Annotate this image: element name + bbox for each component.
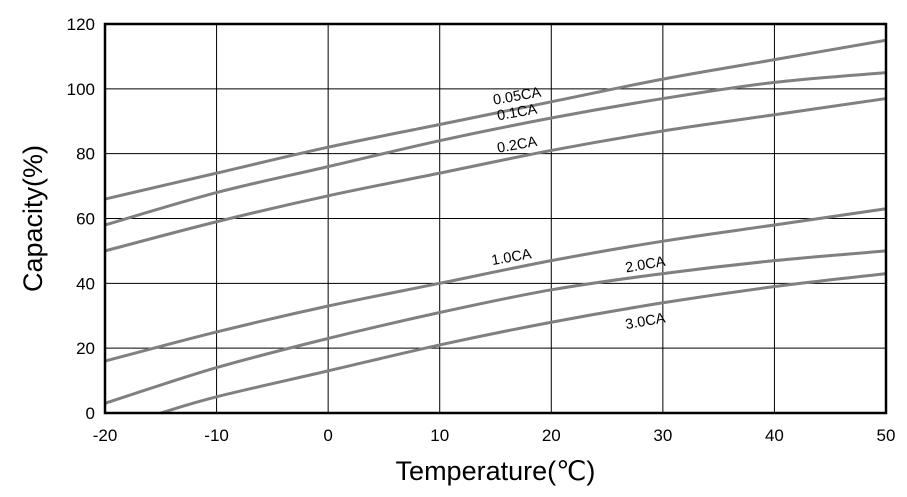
series-line-0.2CA	[104, 97, 887, 253]
y-tick-label: 60	[76, 210, 95, 229]
x-tick-label: 50	[877, 426, 896, 445]
series-line-3.0CA	[160, 272, 887, 415]
plot-frame	[103, 22, 888, 415]
y-tick-label: 120	[67, 15, 95, 34]
series-label-0.1CA: 0.1CA	[496, 101, 539, 124]
x-tick-label: -20	[93, 426, 118, 445]
series-label-0.2CA: 0.2CA	[496, 134, 539, 157]
series-label-2.0CA: 2.0CA	[624, 254, 667, 277]
x-tick-label: 20	[542, 426, 561, 445]
y-tick-labels: 0 20 40 60 80 100 120	[67, 15, 95, 423]
series-line-1.0CA	[104, 207, 887, 363]
series-lines	[104, 38, 887, 415]
y-tick-label: 20	[76, 339, 95, 358]
y-axis-label: Capacity(%)	[18, 145, 48, 292]
x-tick-label: 30	[653, 426, 672, 445]
y-tick-label: 100	[67, 80, 95, 99]
series-label-3.0CA: 3.0CA	[624, 310, 667, 333]
x-tick-label: 40	[765, 426, 784, 445]
y-tick-label: 80	[76, 145, 95, 164]
series-line-0.05CA	[104, 38, 887, 201]
x-axis-label: Temperature(℃)	[396, 456, 596, 486]
x-tick-label: 10	[430, 426, 449, 445]
series-line-0.1CA	[104, 71, 887, 227]
y-tick-label: 40	[76, 274, 95, 293]
x-tick-labels: -20 -10 0 10 20 30 40 50	[93, 426, 896, 445]
series-label-1.0CA: 1.0CA	[490, 246, 533, 269]
x-tick-label: -10	[204, 426, 229, 445]
y-tick-label: 0	[86, 404, 95, 423]
series-line-2.0CA	[104, 249, 887, 405]
x-tick-label: 0	[323, 426, 332, 445]
